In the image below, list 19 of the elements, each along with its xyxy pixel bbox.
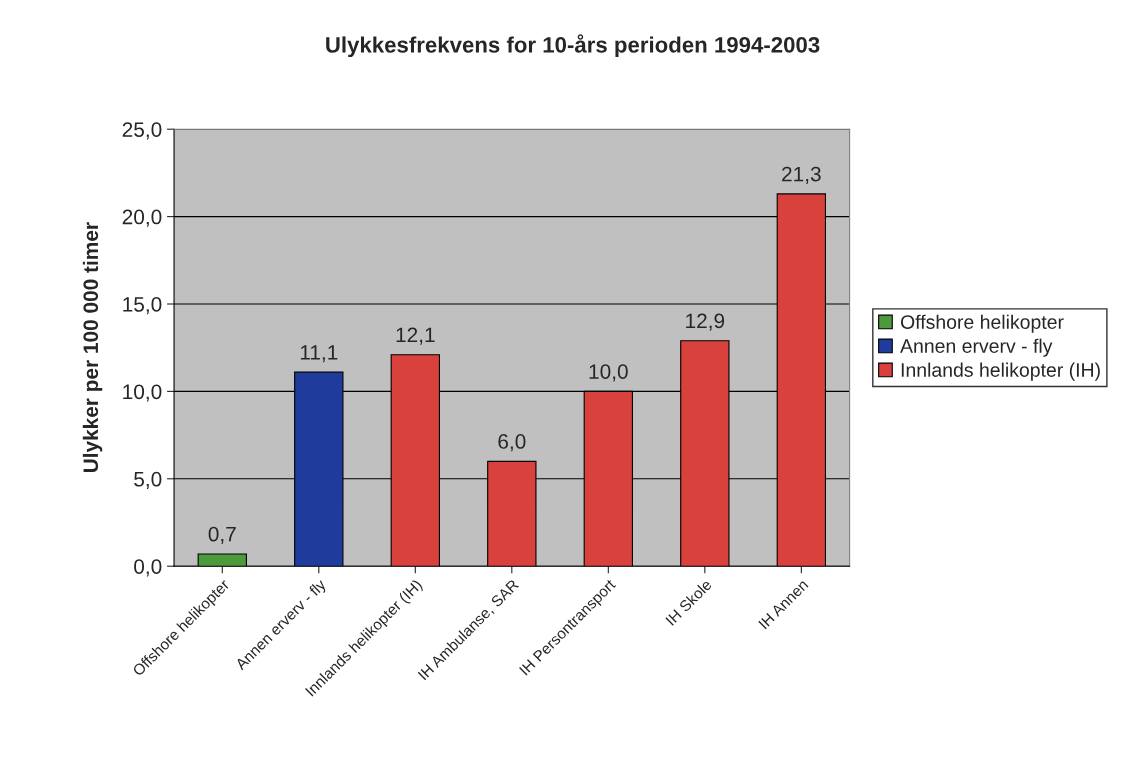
y-tick-label: 20,0 — [122, 209, 162, 227]
y-tick-label: 10,0 — [123, 384, 162, 402]
y-tick-label: 0,0 — [134, 559, 162, 577]
y-tick-label: 15,0 — [123, 297, 162, 315]
chart-title: Ulykkesfrekvens for 10-års perioden 1994-2003 — [326, 34, 820, 58]
y-tick-label: 5,0 — [134, 471, 162, 490]
legend-label: Offshore helikopter — [900, 314, 1064, 333]
data-label: 12,1 — [396, 327, 435, 345]
bar — [197, 553, 247, 567]
y-axis-title: Ulykker per 100 000 timer — [82, 222, 103, 473]
legend-label: Innlands helikopter (IH) — [901, 362, 1100, 381]
data-label: 21,3 — [782, 166, 821, 184]
data-label: 11,1 — [300, 345, 338, 363]
legend-label: Annen erverv - fly — [900, 338, 1053, 357]
data-label: 6,0 — [498, 434, 526, 452]
data-label: 0,7 — [208, 526, 236, 544]
data-label: 12,9 — [686, 313, 725, 331]
y-tick-label: 25,0 — [122, 122, 162, 140]
data-label: 10,0 — [589, 364, 628, 382]
